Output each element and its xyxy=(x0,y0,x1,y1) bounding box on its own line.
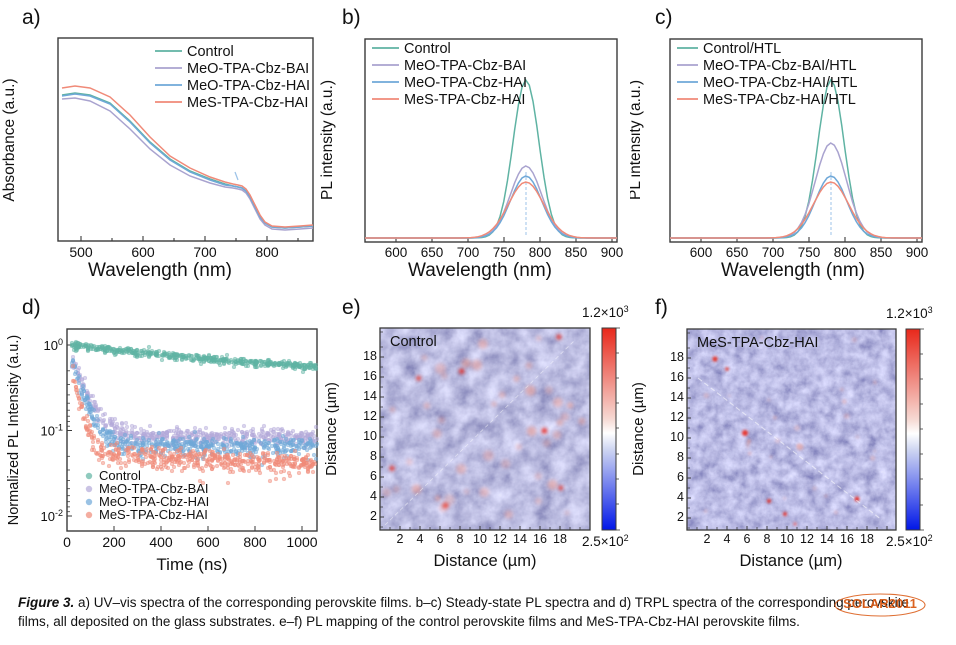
svg-text:2: 2 xyxy=(370,509,377,523)
svg-text:16: 16 xyxy=(670,370,684,384)
svg-text:2.5×102: 2.5×102 xyxy=(886,533,933,549)
svg-text:650: 650 xyxy=(726,245,749,260)
svg-text:650: 650 xyxy=(421,245,444,260)
svg-text:100: 100 xyxy=(44,337,63,353)
svg-text:10: 10 xyxy=(363,429,377,443)
svg-text:12: 12 xyxy=(363,409,377,423)
svg-text:Distance (µm): Distance (µm) xyxy=(323,382,340,476)
svg-text:500: 500 xyxy=(69,244,93,260)
svg-text:10-2: 10-2 xyxy=(41,508,63,524)
svg-text:18: 18 xyxy=(553,532,567,546)
svg-text:1.2×103: 1.2×103 xyxy=(582,304,629,320)
svg-text:MeO-TPA-Cbz-HAI: MeO-TPA-Cbz-HAI xyxy=(404,75,527,91)
svg-text:400: 400 xyxy=(149,534,173,550)
svg-text:4: 4 xyxy=(417,532,424,546)
svg-text:600: 600 xyxy=(385,245,408,260)
svg-text:800: 800 xyxy=(834,245,857,260)
svg-text:12: 12 xyxy=(670,410,684,424)
svg-text:8: 8 xyxy=(764,532,771,546)
svg-text:Control: Control xyxy=(390,334,437,350)
svg-text:18: 18 xyxy=(860,532,874,546)
svg-text:MeO-TPA-Cbz-HAI/HTL: MeO-TPA-Cbz-HAI/HTL xyxy=(703,75,857,91)
svg-text:10: 10 xyxy=(780,532,794,546)
svg-text:Normalized PL Intensity (a.u.): Normalized PL Intensity (a.u.) xyxy=(6,335,22,525)
svg-text:16: 16 xyxy=(363,369,377,383)
svg-text:14: 14 xyxy=(820,532,834,546)
svg-text:6: 6 xyxy=(744,532,751,546)
svg-text:Control/HTL: Control/HTL xyxy=(703,41,781,57)
svg-text:1.2×103: 1.2×103 xyxy=(886,305,933,321)
svg-text:Time (ns): Time (ns) xyxy=(156,555,227,574)
svg-text:Distance (µm): Distance (µm) xyxy=(630,382,647,476)
svg-text:10: 10 xyxy=(473,532,487,546)
svg-text:Absorbance (a.u.): Absorbance (a.u.) xyxy=(1,78,18,201)
svg-text:4: 4 xyxy=(370,489,377,503)
svg-text:MeS-TPA-Cbz-HAI: MeS-TPA-Cbz-HAI xyxy=(404,92,525,108)
svg-text:MeO-TPA-Cbz-HAI: MeO-TPA-Cbz-HAI xyxy=(187,78,310,94)
svg-text:750: 750 xyxy=(798,245,821,260)
svg-text:4: 4 xyxy=(677,490,684,504)
svg-text:850: 850 xyxy=(565,245,588,260)
svg-text:900: 900 xyxy=(601,245,624,260)
svg-text:MeO-TPA-Cbz-BAI: MeO-TPA-Cbz-BAI xyxy=(187,61,309,77)
svg-text:2: 2 xyxy=(397,532,404,546)
svg-text:Control: Control xyxy=(404,41,451,57)
svg-text:900: 900 xyxy=(906,245,929,260)
svg-text:14: 14 xyxy=(670,390,684,404)
svg-text:MeO-TPA-Cbz-BAI/HTL: MeO-TPA-Cbz-BAI/HTL xyxy=(703,58,857,74)
svg-text:800: 800 xyxy=(243,534,267,550)
svg-text:12: 12 xyxy=(493,532,507,546)
svg-text:14: 14 xyxy=(513,532,527,546)
svg-text:Distance (µm): Distance (µm) xyxy=(739,552,842,570)
svg-text:2: 2 xyxy=(704,532,711,546)
svg-text:8: 8 xyxy=(457,532,464,546)
svg-text:8: 8 xyxy=(677,450,684,464)
svg-text:18: 18 xyxy=(670,350,684,364)
svg-text:700: 700 xyxy=(457,245,480,260)
svg-text:MeS-TPA-Cbz-HAI: MeS-TPA-Cbz-HAI xyxy=(187,95,308,111)
svg-text:6: 6 xyxy=(437,532,444,546)
svg-text:2: 2 xyxy=(677,510,684,524)
svg-text:4: 4 xyxy=(724,532,731,546)
svg-text:200: 200 xyxy=(102,534,126,550)
svg-text:16: 16 xyxy=(840,532,854,546)
svg-text:10: 10 xyxy=(670,430,684,444)
svg-text:MeS-TPA-Cbz-HAI/HTL: MeS-TPA-Cbz-HAI/HTL xyxy=(703,92,856,108)
svg-text:MeO-TPA-Cbz-BAI: MeO-TPA-Cbz-BAI xyxy=(404,58,526,74)
svg-text:8: 8 xyxy=(370,449,377,463)
svg-text:600: 600 xyxy=(196,534,220,550)
svg-text:2.5×102: 2.5×102 xyxy=(582,533,629,549)
svg-text:SOLAR2011: SOLAR2011 xyxy=(843,596,917,611)
svg-text:6: 6 xyxy=(677,470,684,484)
svg-text:700: 700 xyxy=(762,245,785,260)
svg-text:850: 850 xyxy=(870,245,893,260)
svg-text:14: 14 xyxy=(363,389,377,403)
svg-text:MeS-TPA-Cbz-HAI: MeS-TPA-Cbz-HAI xyxy=(99,507,208,522)
svg-text:700: 700 xyxy=(193,244,217,260)
svg-text:800: 800 xyxy=(255,244,279,260)
svg-text:10-1: 10-1 xyxy=(41,423,63,439)
svg-text:750: 750 xyxy=(493,245,516,260)
svg-text:18: 18 xyxy=(363,349,377,363)
svg-text:PL intensity (a.u.): PL intensity (a.u.) xyxy=(320,80,336,200)
svg-text:12: 12 xyxy=(800,532,814,546)
svg-text:1000: 1000 xyxy=(286,534,317,550)
svg-text:600: 600 xyxy=(690,245,713,260)
svg-text:16: 16 xyxy=(533,532,547,546)
svg-text:PL intensity (a.u.): PL intensity (a.u.) xyxy=(630,80,644,200)
svg-text:Control: Control xyxy=(187,44,234,60)
svg-text:Distance (µm): Distance (µm) xyxy=(433,552,536,570)
svg-text:6: 6 xyxy=(370,469,377,483)
svg-text:600: 600 xyxy=(131,244,155,260)
svg-text:0: 0 xyxy=(63,534,71,550)
svg-text:MeS-TPA-Cbz-HAI: MeS-TPA-Cbz-HAI xyxy=(697,335,818,351)
svg-text:800: 800 xyxy=(529,245,552,260)
